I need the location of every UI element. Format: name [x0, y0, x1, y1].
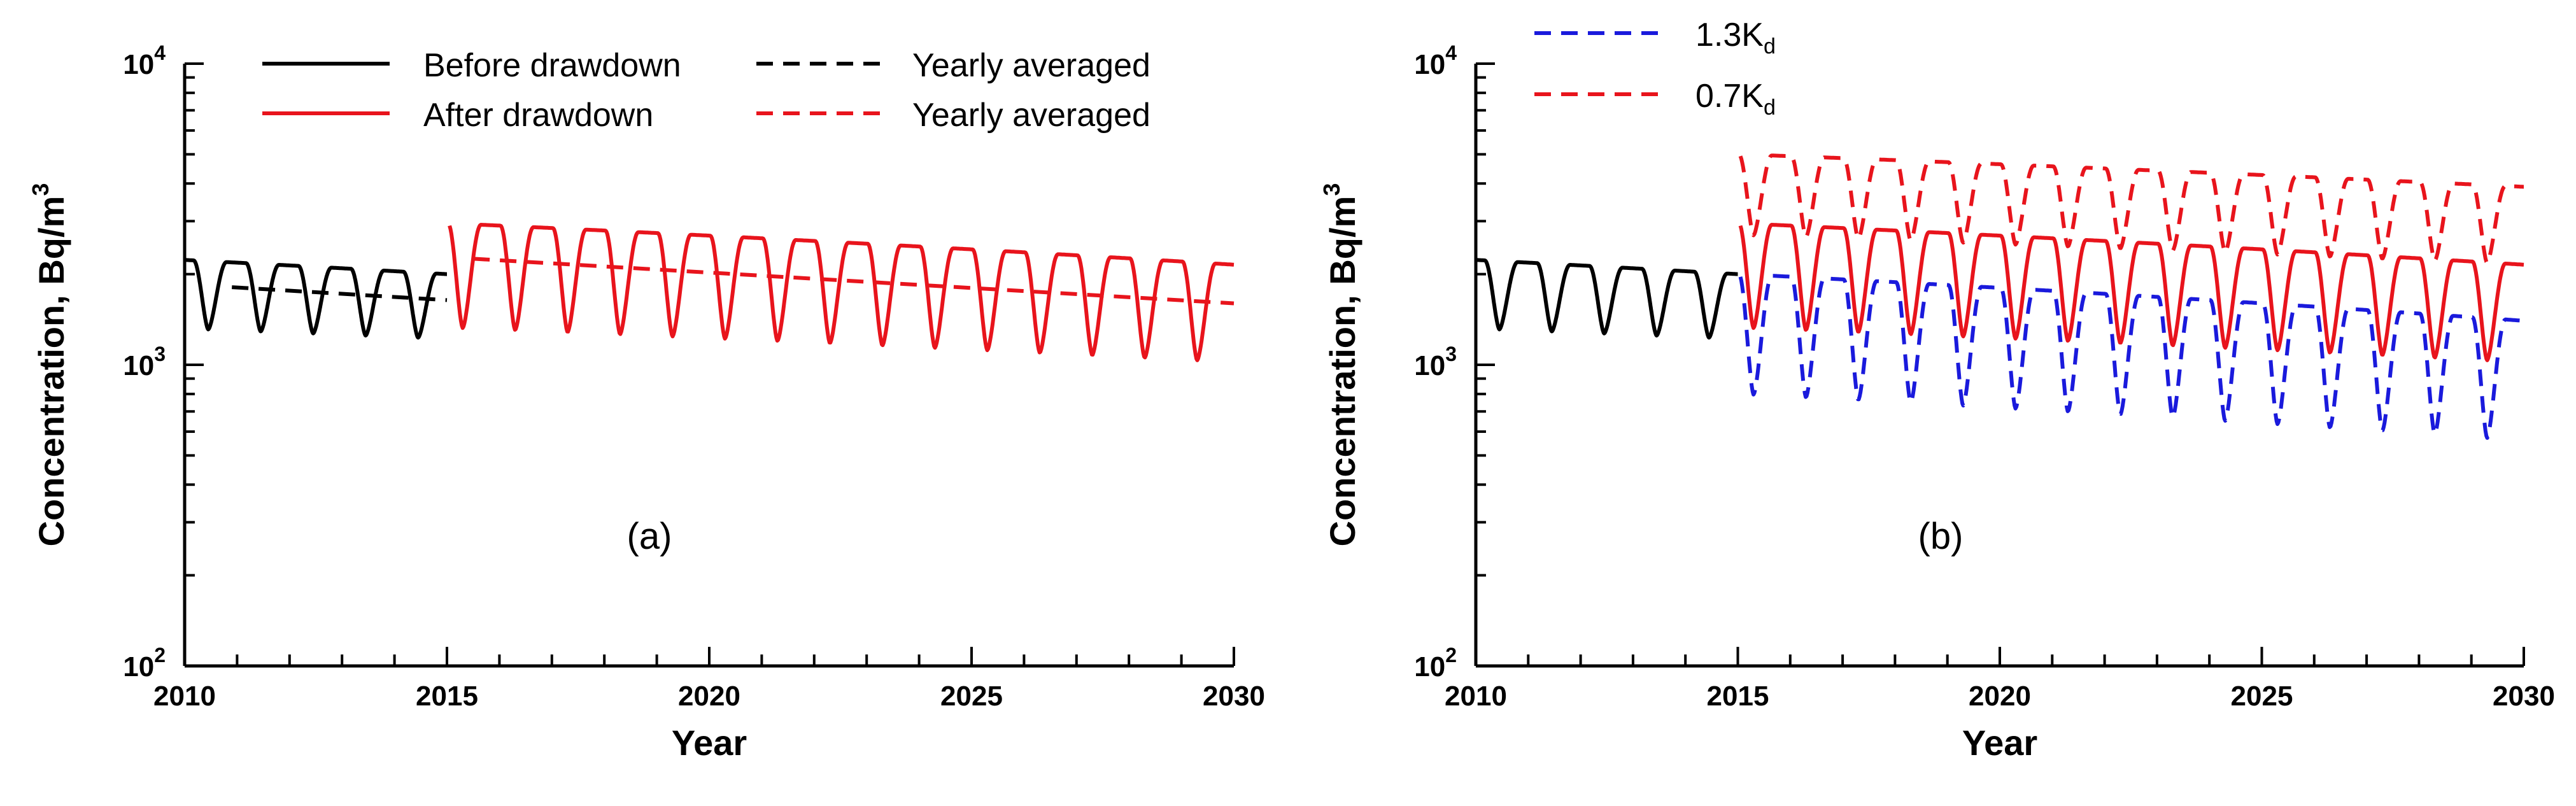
y-tick-label: 102 — [1414, 644, 1457, 682]
x-axis-title: Year — [1962, 723, 2037, 763]
y-axis-title-text: Concentration, Bq/m — [31, 196, 71, 547]
x-tick-label: 2010 — [153, 681, 216, 712]
x-tick-label: 2020 — [678, 681, 740, 712]
legend-label-text: 0.7K — [1695, 78, 1764, 115]
series-line-0-7kd — [1738, 153, 2525, 265]
x-tick-label: 2025 — [2231, 681, 2293, 712]
series-line-before-drawdown — [1474, 258, 1739, 340]
legend-label: After drawdown — [423, 97, 653, 134]
y-tick-exponent: 3 — [1445, 343, 1457, 365]
legend-label-text: After drawdown — [423, 97, 653, 134]
y-tick-exponent: 2 — [154, 644, 166, 667]
x-tick-label: 2010 — [1445, 681, 1507, 712]
x-tick-label: 2025 — [940, 681, 1003, 712]
series-line-after-drawdown — [448, 223, 1235, 362]
x-tick-label: 2030 — [2493, 681, 2555, 712]
series-line-1-3kd — [1738, 274, 2525, 440]
y-tick-base: 10 — [123, 350, 154, 381]
legend-label-text: Yearly averaged — [912, 97, 1150, 134]
series-line-yearly-averaged-after — [473, 257, 1235, 306]
y-tick-exponent: 3 — [154, 343, 166, 365]
y-axis-title: Concentration, Bq/m3 — [1319, 183, 1362, 547]
legend-label-text: Yearly averaged — [912, 47, 1150, 84]
x-tick-label: 2015 — [1707, 681, 1769, 712]
y-tick-label: 104 — [123, 41, 166, 80]
y-tick-label: 102 — [123, 644, 166, 682]
x-tick-label: 2020 — [1969, 681, 2031, 712]
legend-label: Yearly averaged — [912, 47, 1150, 84]
y-tick-base: 10 — [1414, 350, 1445, 381]
series-line-before-drawdown — [183, 258, 449, 340]
y-axis-title-superscript: 3 — [1319, 183, 1345, 196]
y-tick-exponent: 4 — [1445, 41, 1457, 64]
panel-label: (b) — [1918, 516, 1964, 557]
x-axis-title: Year — [672, 723, 747, 763]
y-tick-base: 10 — [123, 651, 154, 682]
chart-panel-b: 2010 2015 2020 2025 2030102103104YearConcent… — [1319, 17, 2555, 763]
legend-label: 0.7Kd — [1695, 78, 1776, 120]
series-line-yearly-averaged-before — [232, 285, 448, 302]
legend-label: 1.3Kd — [1695, 17, 1776, 59]
panel-label: (a) — [627, 516, 672, 557]
legend-label-subscript: d — [1764, 95, 1776, 120]
y-tick-base: 10 — [1414, 49, 1445, 80]
y-tick-label: 103 — [1414, 343, 1457, 381]
y-tick-base: 10 — [123, 49, 154, 80]
legend-label-text: 1.3K — [1695, 17, 1764, 53]
y-tick-label: 103 — [123, 343, 166, 381]
y-axis-title: Concentration, Bq/m3 — [27, 183, 71, 547]
y-axis-title-text: Concentration, Bq/m — [1322, 196, 1362, 547]
y-tick-label: 104 — [1414, 41, 1457, 80]
y-tick-exponent: 4 — [154, 41, 166, 64]
legend-label-subscript: d — [1764, 34, 1776, 59]
y-axis-title-superscript: 3 — [27, 183, 53, 196]
y-tick-exponent: 2 — [1445, 644, 1457, 667]
x-tick-label: 2015 — [416, 681, 478, 712]
legend-label: Before drawdown — [423, 47, 681, 84]
legend-label-text: Before drawdown — [423, 47, 681, 84]
series-line-after-drawdown — [1738, 223, 2525, 362]
chart-panel-a: 2010 2015 2020 2025 2030102103104YearConcent… — [27, 41, 1265, 763]
legend-label: Yearly averaged — [912, 97, 1150, 134]
x-tick-label: 2030 — [1203, 681, 1265, 712]
y-tick-base: 10 — [1414, 651, 1445, 682]
